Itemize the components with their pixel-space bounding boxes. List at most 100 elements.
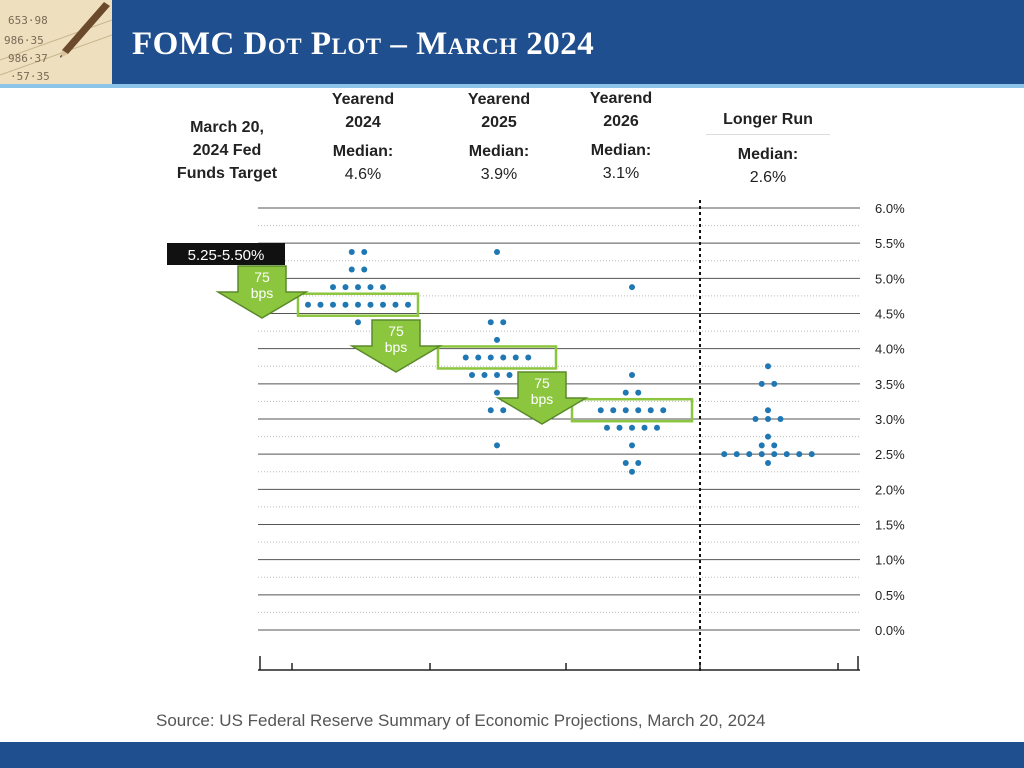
- header-accent-bar: [0, 84, 1024, 88]
- footer-bar: [0, 742, 1024, 768]
- dot: [494, 389, 500, 396]
- dot: [752, 416, 759, 422]
- dot: [525, 354, 532, 361]
- column-median-value: 4.6%: [344, 166, 382, 183]
- dot: [494, 442, 500, 449]
- dot: [487, 319, 494, 326]
- column-title: Yearend 2025: [467, 91, 531, 131]
- dot: [777, 416, 784, 422]
- source-note: Source: US Federal Reserve Summary of Ec…: [156, 711, 766, 730]
- dot: [765, 416, 771, 422]
- arrow-label: bps: [251, 285, 274, 301]
- arrow-label: bps: [385, 339, 408, 355]
- dot: [635, 407, 642, 414]
- dot: [641, 424, 648, 431]
- dot: [629, 284, 635, 291]
- column-median-label: Median:: [332, 143, 394, 160]
- column-title: Yearend 2026: [589, 90, 653, 130]
- dot: [796, 451, 803, 458]
- y-tick-label: 0.5%: [875, 588, 905, 603]
- y-tick-label: 1.5%: [875, 518, 905, 533]
- column-header-2026: Yearend 2026 Median: 3.1%: [568, 87, 674, 185]
- dot: [494, 372, 500, 379]
- arrow-label: 75: [388, 323, 404, 339]
- dot: [330, 284, 336, 291]
- dot: [348, 248, 355, 255]
- y-tick-label: 2.5%: [875, 447, 905, 462]
- dot: [380, 301, 386, 308]
- column-header-2025: Yearend 2025 Median: 3.9%: [446, 88, 552, 186]
- y-tick-label: 0.0%: [875, 623, 905, 638]
- dot: [355, 284, 361, 291]
- dot: [758, 380, 765, 387]
- column-median-value: 3.9%: [480, 166, 518, 183]
- dot: [305, 301, 311, 308]
- dot: [481, 372, 488, 379]
- column-median-value: 2.6%: [749, 169, 787, 186]
- y-tick-label: 4.0%: [875, 342, 905, 357]
- dot: [355, 319, 361, 326]
- dot: [380, 284, 386, 291]
- fed-target-label-text: March 20, 2024 Fed Funds Target: [176, 119, 278, 182]
- dot: [361, 248, 368, 255]
- dot: [629, 424, 635, 431]
- median-box: [570, 397, 694, 423]
- fed-target-badge-bg: [167, 243, 285, 265]
- dot: [317, 301, 324, 308]
- arrow-shape: [215, 265, 309, 319]
- dot: [808, 451, 815, 458]
- dot: [629, 372, 635, 379]
- y-tick-label: 2.0%: [875, 482, 905, 497]
- dot: [392, 301, 399, 308]
- arrow-label: bps: [531, 391, 554, 407]
- dot: [765, 363, 771, 370]
- column-median-label: Median:: [590, 142, 652, 159]
- dot: [361, 266, 368, 273]
- dot: [622, 407, 629, 414]
- fed-target-badge: 5.25-5.50%: [167, 243, 285, 265]
- dot: [647, 407, 654, 414]
- dot: [758, 442, 765, 449]
- dot: [597, 407, 604, 414]
- dot: [494, 248, 500, 255]
- column-title: Yearend 2024: [331, 91, 395, 131]
- dot: [469, 372, 475, 379]
- dot: [355, 301, 361, 308]
- dot: [765, 433, 771, 440]
- dot: [500, 407, 507, 414]
- fed-target-label: March 20, 2024 Fed Funds Target: [160, 116, 294, 185]
- dot: [342, 284, 349, 291]
- y-tick-label: 3.0%: [875, 412, 905, 427]
- y-tick-label: 5.5%: [875, 236, 905, 251]
- dot: [771, 442, 778, 449]
- slide-header: 653·98 986·35 986·37 ·57·35 FOMC Dot Plo…: [0, 0, 1024, 84]
- median-box: [436, 345, 558, 370]
- dot: [622, 389, 629, 396]
- y-tick-label: 4.5%: [875, 307, 905, 322]
- y-tick-label: 3.5%: [875, 377, 905, 392]
- svg-text:986·37: 986·37: [8, 52, 48, 65]
- dot: [500, 319, 507, 326]
- dot: [746, 451, 753, 458]
- divider: [706, 134, 830, 135]
- y-tick-label: 1.0%: [875, 553, 905, 568]
- dot: [783, 451, 790, 458]
- dot: [494, 336, 500, 343]
- dot: [462, 354, 469, 361]
- dot: [500, 354, 507, 361]
- y-tick-label: 5.0%: [875, 271, 905, 286]
- dot: [348, 266, 355, 273]
- dot: [367, 301, 374, 308]
- dot: [629, 468, 635, 475]
- dot: [487, 354, 494, 361]
- dot: [758, 451, 765, 458]
- dot: [506, 372, 513, 379]
- dot: [512, 354, 519, 361]
- dot: [629, 442, 635, 449]
- svg-text:986·35: 986·35: [4, 34, 44, 47]
- arrow-shape: [349, 319, 443, 373]
- dot: [635, 459, 642, 466]
